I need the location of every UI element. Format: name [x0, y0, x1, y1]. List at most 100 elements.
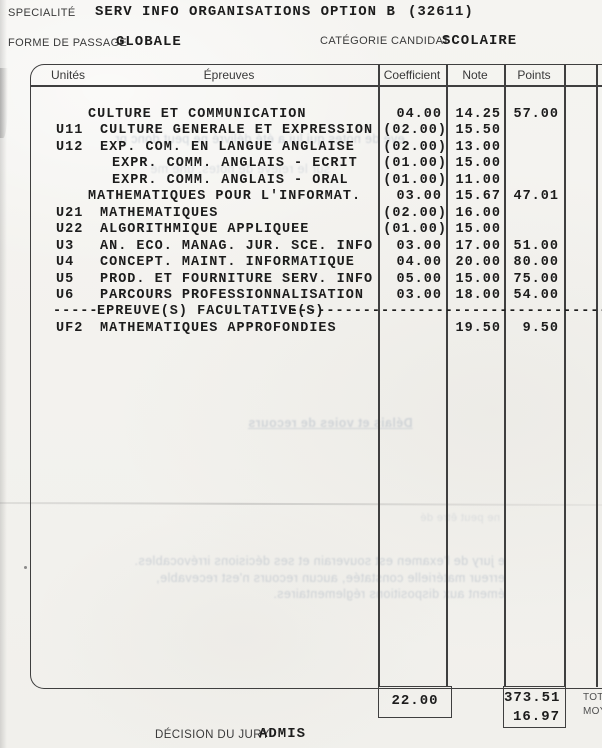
- paper-edge-notch: [0, 68, 8, 138]
- column-header-unites: Unités: [50, 68, 85, 82]
- epreuve-name: EXPR. COMM. ANGLAIS - ORAL: [112, 172, 349, 188]
- note-value: 15.00: [455, 222, 501, 238]
- total-label: TOT: [583, 692, 602, 703]
- separator-dashes-right: --------------------------------------: [290, 304, 602, 320]
- coefficient-value: 05.00: [396, 271, 442, 287]
- column-header-coefficient: Coefficient: [383, 68, 441, 82]
- epreuve-name: EXPR. COMM. ANGLAIS - ECRIT: [112, 156, 358, 172]
- coefficient-value: 03.00: [396, 189, 442, 205]
- epreuve-name: PARCOURS PROFESSIONNALISATION: [100, 287, 364, 303]
- note-value: 14.25: [455, 107, 501, 122]
- table-row: U21 MATHEMATIQUES (02.00) 16.00: [0, 206, 602, 223]
- table-row: U5 PROD. ET FOURNITURE SERV. INFO 05.00 15.…: [0, 272, 602, 289]
- epreuve-name: EXP. COM. EN LANGUE ANGLAISE: [100, 139, 355, 155]
- moyenne-label: MOY: [583, 706, 602, 717]
- epreuve-name: CULTURE GENERALE ET EXPRESSION: [100, 123, 374, 139]
- column-line-points: [504, 64, 506, 687]
- points-value: 54.00: [513, 287, 559, 303]
- forme-de-passage-value: GLOBALE: [116, 34, 182, 50]
- table-row: U3 AN. ECO. MANAG. JUR. SCE. INFO 03.00 17.…: [0, 239, 602, 256]
- decision-jury-value: ADMIS: [259, 726, 307, 742]
- coefficient-value: (02.00): [383, 123, 447, 139]
- decision-jury-label: DÉCISION DU JURY: [155, 729, 270, 741]
- forme-de-passage-label: FORME DE PASSAGE: [8, 37, 128, 49]
- coefficient-value: (01.00): [383, 156, 447, 172]
- note-value: 15.50: [455, 123, 501, 139]
- points-value: 51.00: [513, 238, 559, 254]
- epreuve-name: CULTURE ET COMMUNICATION: [88, 107, 307, 122]
- note-value: 15.00: [455, 271, 501, 287]
- results-table-frame: [30, 64, 602, 689]
- table-row: CULTURE ET COMMUNICATION 04.00 14.25 57.00: [0, 107, 602, 124]
- categorie-candidat-value: SCOLAIRE: [442, 33, 518, 49]
- epreuve-name: AN. ECO. MANAG. JUR. SCE. INFO: [100, 238, 374, 254]
- note-value: 16.00: [455, 205, 501, 221]
- unit-code: U12: [56, 139, 84, 155]
- column-line-extra: [564, 64, 566, 687]
- moyenne-value: 16.97: [512, 709, 560, 725]
- table-row: EXPR. COMM. ANGLAIS - ECRIT (01.00) 15.00: [0, 156, 602, 173]
- paper-edge-shadow: [0, 0, 7, 748]
- epreuve-name: MATHEMATIQUES: [100, 205, 219, 221]
- table-row: U6 PARCOURS PROFESSIONNALISATION 03.00 18.0…: [0, 288, 602, 305]
- points-value: 80.00: [513, 255, 559, 271]
- column-line-note: [446, 64, 448, 687]
- speciality-label: SPECIALITÉ: [8, 7, 76, 19]
- note-value: 20.00: [455, 255, 501, 271]
- separator-row: ----- EPREUVE(S) FACULTATIVE(S) ----------…: [0, 304, 602, 321]
- table-row: UF2 MATHEMATIQUES APPROFONDIES 19.50 9.50: [0, 321, 602, 338]
- coefficient-value: (01.00): [383, 172, 447, 188]
- unit-code: U4: [56, 255, 75, 271]
- column-line-right: [596, 64, 598, 687]
- table-row: EXPR. COMM. ANGLAIS - ORAL (01.00) 11.00: [0, 173, 602, 190]
- note-value: 15.67: [455, 189, 501, 205]
- epreuve-name: MATHEMATIQUES APPROFONDIES: [100, 320, 337, 336]
- epreuve-name: CONCEPT. MAINT. INFORMATIQUE: [100, 255, 355, 271]
- points-value: 75.00: [513, 271, 559, 287]
- points-value: 57.00: [513, 107, 559, 122]
- note-value: 18.00: [455, 287, 501, 303]
- note-value: 13.00: [455, 139, 501, 155]
- separator-dashes-left: -----: [53, 304, 99, 320]
- coefficient-value: 04.00: [396, 255, 442, 271]
- points-value: 9.50: [522, 320, 559, 336]
- unit-code: U21: [56, 205, 84, 221]
- separator-label: EPREUVE(S) FACULTATIVE(S): [97, 304, 325, 320]
- coefficient-value: (02.00): [383, 139, 447, 155]
- note-value: 17.00: [455, 238, 501, 254]
- column-header-note: Note: [462, 68, 488, 82]
- epreuve-name: MATHEMATIQUES POUR L'INFORMAT.: [88, 189, 362, 205]
- table-row: U4 CONCEPT. MAINT. INFORMATIQUE 04.00 20.00…: [0, 255, 602, 272]
- unit-code: U22: [56, 222, 84, 238]
- unit-code: UF2: [56, 320, 84, 336]
- coefficient-value: (02.00): [383, 205, 447, 221]
- table-row: U11 CULTURE GENERALE ET EXPRESSION (02.00)…: [0, 123, 602, 140]
- speciality-code: (32611): [408, 4, 474, 20]
- epreuve-name: ALGORITHMIQUE APPLIQUEE: [100, 222, 310, 238]
- speciality-value: SERV INFO ORGANISATIONS OPTION B: [95, 4, 396, 20]
- ink-speck: [24, 566, 27, 569]
- categorie-candidat-label: CATÉGORIE CANDIDAT: [320, 35, 450, 47]
- unit-code: U5: [56, 271, 75, 287]
- coefficient-value: 04.00: [396, 107, 442, 122]
- column-header-epreuves: Épreuves: [203, 68, 255, 82]
- table-row: MATHEMATIQUES POUR L'INFORMAT. 03.00 15.67…: [0, 189, 602, 206]
- table-row: U22 ALGORITHMIQUE APPLIQUEE (01.00) 15.00: [0, 222, 602, 239]
- note-value: 19.50: [455, 320, 501, 336]
- coefficient-value: 03.00: [396, 238, 442, 254]
- coefficient-total-box: 22.00: [378, 686, 452, 718]
- note-value: 15.00: [455, 156, 501, 172]
- coefficient-value: (01.00): [383, 222, 447, 238]
- coefficient-value: 03.00: [396, 287, 442, 303]
- unit-code: U3: [56, 238, 75, 254]
- points-total-value: 373.51: [504, 690, 561, 706]
- unit-code: U11: [56, 123, 84, 139]
- unit-code: U6: [56, 287, 75, 303]
- epreuve-name: PROD. ET FOURNITURE SERV. INFO: [100, 271, 374, 287]
- table-row: U12 EXP. COM. EN LANGUE ANGLAISE (02.00) 13…: [0, 140, 602, 157]
- table-header-rule: [30, 85, 602, 87]
- points-value: 47.01: [513, 189, 559, 205]
- column-line-coefficient: [378, 64, 380, 687]
- note-value: 11.00: [455, 172, 501, 188]
